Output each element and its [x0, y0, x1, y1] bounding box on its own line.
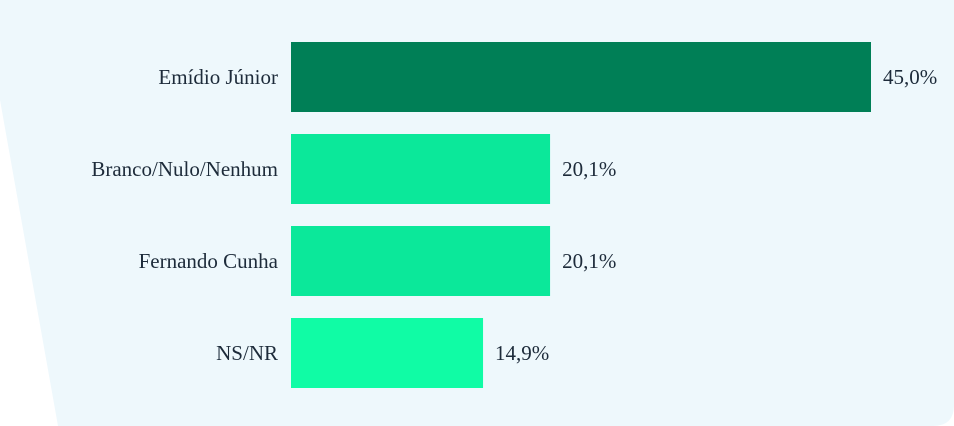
- value-label-1: 20,1%: [562, 157, 616, 181]
- category-label-1: Branco/Nulo/Nenhum: [91, 157, 278, 181]
- value-label-3: 14,9%: [495, 341, 549, 365]
- bar-3: [291, 318, 484, 388]
- category-label-3: NS/NR: [216, 341, 278, 365]
- category-label-2: Fernando Cunha: [139, 249, 279, 273]
- category-label-0: Emídio Júnior: [158, 65, 278, 89]
- bar-1: [291, 134, 551, 204]
- value-label-0: 45,0%: [883, 65, 937, 89]
- bar-0: [291, 42, 871, 112]
- bar-2: [291, 226, 551, 296]
- value-label-2: 20,1%: [562, 249, 616, 273]
